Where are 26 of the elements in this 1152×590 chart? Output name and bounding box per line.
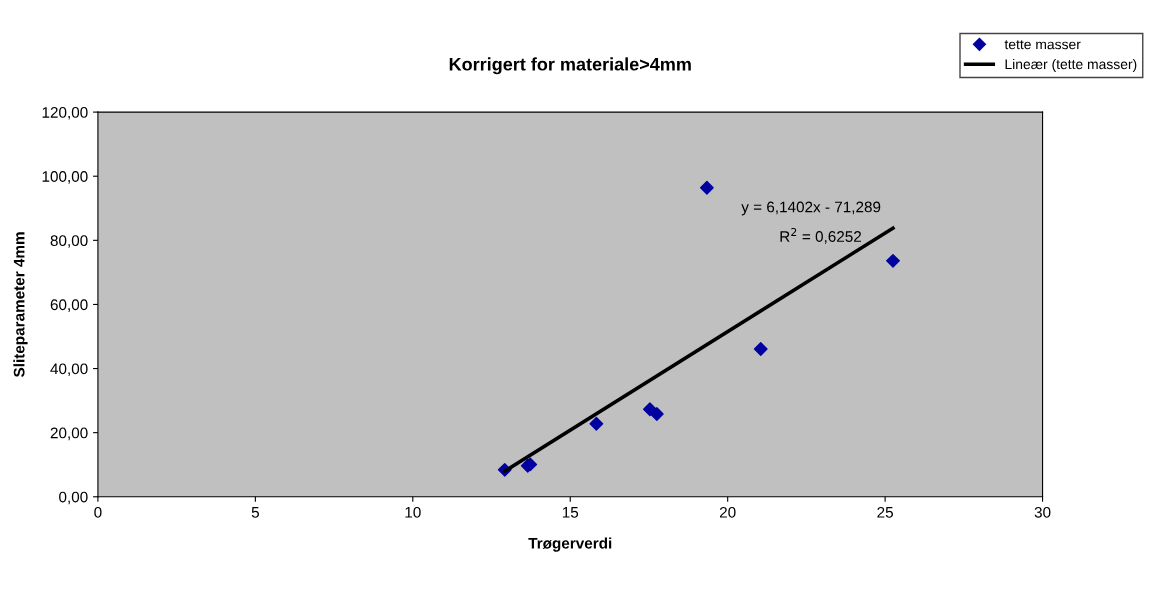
legend-label: tette masser (1004, 40, 1081, 50)
y-tick-label: 100,00 (42, 171, 88, 184)
annotation: R$^{2}$ = 0,6252 (780, 227, 862, 244)
x-tick-label: 20 (719, 506, 736, 518)
x-axis-title: Trøgerverdi (528, 537, 612, 552)
y-tick-label: 0,00 (59, 491, 88, 505)
y-tick-label: 80,00 (50, 235, 88, 248)
y-tick-label: 120,00 (42, 106, 88, 120)
x-tick-label: 0 (94, 506, 102, 518)
point (753, 342, 768, 356)
legend-label: Lineær (tette masser) (1005, 58, 1137, 72)
y-axis-title: Sliteparameter 4mm (13, 232, 28, 378)
y-tick-label: 60,00 (50, 299, 88, 312)
x-tick-label: 5 (251, 507, 259, 518)
point (886, 253, 900, 268)
point (649, 407, 664, 421)
y-tick-label: 20,00 (50, 427, 88, 441)
chart-title: Korrigert for materiale>4mm (449, 57, 691, 75)
x-tick-label: 25 (877, 506, 893, 518)
point (589, 416, 604, 431)
y-tick-label: 40,00 (50, 363, 88, 377)
point (699, 180, 714, 195)
x-tick-label: 15 (562, 507, 579, 518)
x-tick-label: 10 (405, 506, 421, 518)
annotation: y = 6,1402x - 71,289 (741, 201, 881, 216)
x-tick-label: 30 (1034, 506, 1051, 518)
